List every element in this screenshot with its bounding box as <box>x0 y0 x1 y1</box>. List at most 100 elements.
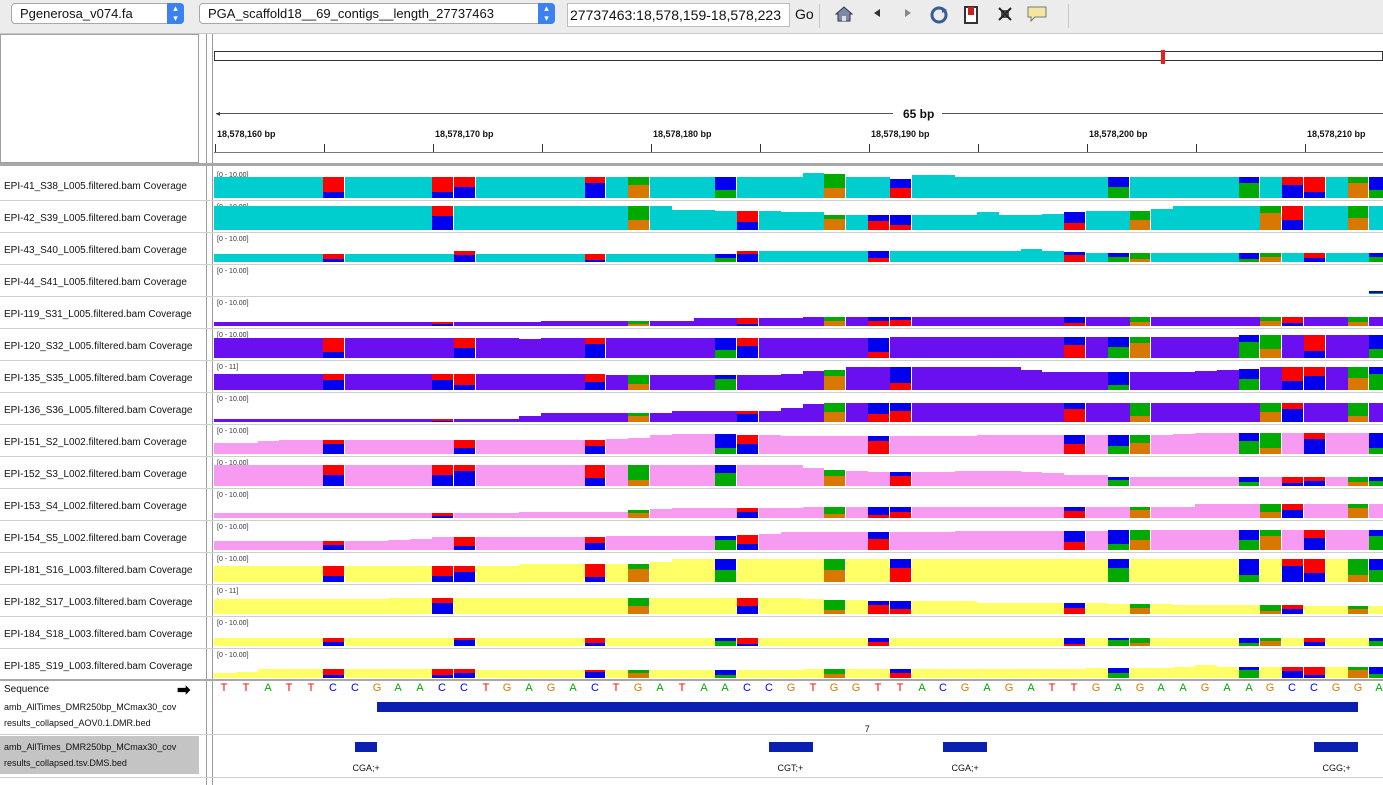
coverage-bar-mismatch[interactable] <box>868 414 889 422</box>
coverage-bar-mismatch[interactable] <box>1130 337 1150 343</box>
coverage-bar-mismatch[interactable] <box>1239 441 1259 454</box>
coverage-bar-mismatch[interactable] <box>1239 342 1259 358</box>
coverage-bar[interactable] <box>1021 507 1042 518</box>
coverage-bar[interactable] <box>1173 638 1195 646</box>
coverage-bar[interactable] <box>367 374 388 390</box>
coverage-bar-mismatch[interactable] <box>1369 433 1383 448</box>
coverage-bar-mismatch[interactable] <box>454 251 475 255</box>
coverage-bar-mismatch[interactable] <box>454 638 475 640</box>
coverage-bar[interactable] <box>781 598 803 614</box>
coverage-bar[interactable] <box>999 367 1021 390</box>
coverage-bar-mismatch[interactable] <box>1239 667 1259 670</box>
coverage-bar[interactable] <box>214 673 236 678</box>
coverage-bar[interactable] <box>1239 206 1260 230</box>
coverage-bar[interactable] <box>519 374 541 390</box>
coverage-bar-mismatch[interactable] <box>628 206 649 220</box>
coverage-bar-mismatch[interactable] <box>1260 504 1281 512</box>
coverage-bar-mismatch[interactable] <box>1348 218 1368 230</box>
coverage-bar[interactable] <box>1151 668 1173 678</box>
coverage-bar[interactable] <box>1086 668 1108 678</box>
coverage-bar-mismatch[interactable] <box>1304 642 1325 646</box>
coverage-bar-mismatch[interactable] <box>824 219 845 230</box>
coverage-bar[interactable] <box>650 375 672 390</box>
coverage-bar-mismatch[interactable] <box>1130 643 1150 646</box>
coverage-bar-mismatch[interactable] <box>1130 220 1150 230</box>
coverage-bar-mismatch[interactable] <box>715 350 736 358</box>
coverage-bar[interactable] <box>1239 504 1260 518</box>
coverage-bar[interactable] <box>1173 337 1195 358</box>
coverage-bar-mismatch[interactable] <box>628 673 649 678</box>
coverage-bar-mismatch[interactable] <box>1304 675 1325 678</box>
coverage-bar-mismatch[interactable] <box>1239 177 1259 183</box>
coverage-bar[interactable] <box>214 374 236 390</box>
coverage-bar-mismatch[interactable] <box>454 546 475 550</box>
coverage-bar-mismatch[interactable] <box>1348 477 1368 482</box>
coverage-bar[interactable] <box>258 638 279 646</box>
coverage-bar-mismatch[interactable] <box>824 600 845 610</box>
coverage-bar-mismatch[interactable] <box>1282 403 1303 409</box>
coverage-bar[interactable] <box>432 338 454 358</box>
coverage-bar[interactable] <box>759 411 781 422</box>
coverage-bar-mismatch[interactable] <box>1304 258 1325 262</box>
coverage-bar[interactable] <box>694 411 715 422</box>
coverage-bar[interactable] <box>476 440 497 454</box>
coverage-bar-mismatch[interactable] <box>824 174 845 188</box>
coverage-bar[interactable] <box>1369 504 1383 518</box>
coverage-bar[interactable] <box>1021 249 1042 262</box>
coverage-bar[interactable] <box>214 566 236 582</box>
coverage-bar-mismatch[interactable] <box>1348 606 1368 609</box>
sequence-track-label[interactable]: Sequence <box>4 684 50 695</box>
coverage-bar-mismatch[interactable] <box>1260 253 1281 257</box>
coverage-bar-mismatch[interactable] <box>432 513 453 516</box>
coverage-bar[interactable] <box>345 419 367 422</box>
coverage-bar[interactable] <box>214 254 236 262</box>
coverage-bar[interactable] <box>1217 638 1239 646</box>
coverage-bar-mismatch[interactable] <box>1369 257 1383 262</box>
coverage-bar-mismatch[interactable] <box>1130 322 1150 326</box>
coverage-bar[interactable] <box>410 206 432 230</box>
coverage-bar-mismatch[interactable] <box>454 673 475 678</box>
coverage-bar[interactable] <box>367 419 388 422</box>
coverage-bar-mismatch[interactable] <box>1239 477 1259 482</box>
coverage-bar[interactable] <box>323 599 345 614</box>
coverage-bar[interactable] <box>1173 605 1195 614</box>
coverage-bar[interactable] <box>694 465 715 486</box>
coverage-bar[interactable] <box>1326 559 1348 582</box>
coverage-bar[interactable] <box>606 536 628 550</box>
coverage-bar-mismatch[interactable] <box>868 221 889 230</box>
coverage-bar[interactable] <box>1151 435 1173 454</box>
coverage-bar[interactable] <box>279 177 301 198</box>
coverage-bar-mismatch[interactable] <box>1348 177 1368 183</box>
coverage-bar[interactable] <box>388 419 410 422</box>
coverage-bar[interactable] <box>1217 206 1239 230</box>
coverage-bar[interactable] <box>541 177 563 198</box>
coverage-bar[interactable] <box>1326 367 1348 390</box>
coverage-bar[interactable] <box>824 338 846 358</box>
coverage-bar-mismatch[interactable] <box>454 537 475 546</box>
coverage-bar-mismatch[interactable] <box>1282 381 1303 390</box>
coverage-bar[interactable] <box>650 254 672 262</box>
coverage-bar[interactable] <box>541 440 563 454</box>
coverage-bar-mismatch[interactable] <box>1304 433 1325 439</box>
coverage-bar-mismatch[interactable] <box>454 187 475 198</box>
coverage-bar-mismatch[interactable] <box>1282 510 1303 518</box>
coverage-bar-mismatch[interactable] <box>1304 367 1325 376</box>
coverage-bar[interactable] <box>672 321 694 326</box>
coverage-bar-mismatch[interactable] <box>1260 257 1281 262</box>
coverage-bar-mismatch[interactable] <box>323 541 344 545</box>
coverage-bar-mismatch[interactable] <box>868 638 889 642</box>
coverage-bar[interactable] <box>955 601 977 614</box>
coverage-bar[interactable] <box>1195 638 1217 646</box>
coverage-bar[interactable] <box>410 419 432 422</box>
coverage-bar[interactable] <box>476 374 497 390</box>
coverage-bar-mismatch[interactable] <box>1239 253 1259 259</box>
coverage-bar-mismatch[interactable] <box>824 507 845 514</box>
coverage-bar[interactable] <box>781 318 803 326</box>
coverage-bar[interactable] <box>236 566 258 582</box>
coverage-bar-mismatch[interactable] <box>824 188 845 198</box>
coverage-bar[interactable] <box>1217 403 1239 422</box>
coverage-bar[interactable] <box>258 206 279 230</box>
coverage-bar[interactable] <box>912 175 933 198</box>
coverage-bar[interactable] <box>519 638 541 646</box>
coverage-bar-mismatch[interactable] <box>1348 482 1368 486</box>
